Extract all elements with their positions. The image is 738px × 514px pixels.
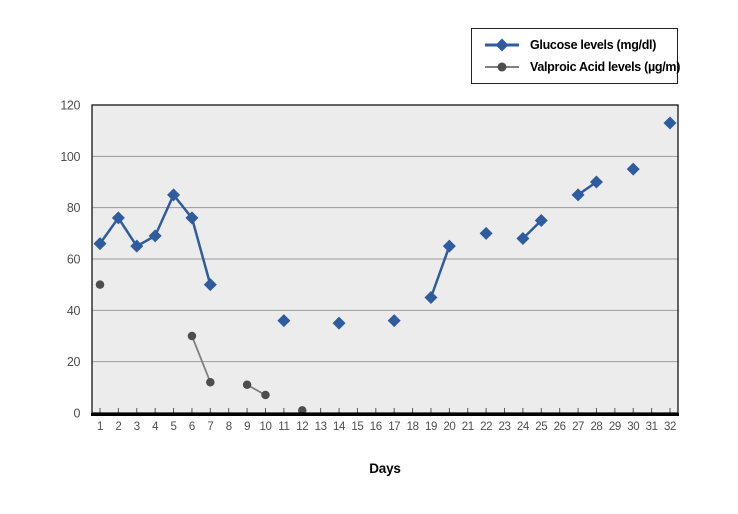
svg-text:25: 25	[535, 421, 547, 433]
svg-text:11: 11	[278, 421, 289, 433]
svg-text:14: 14	[333, 421, 346, 433]
svg-text:100: 100	[60, 150, 80, 164]
svg-text:19: 19	[425, 421, 437, 433]
x-axis-title: Days	[369, 461, 401, 476]
svg-text:10: 10	[259, 421, 271, 433]
svg-text:0: 0	[73, 407, 80, 421]
svg-text:32: 32	[664, 421, 676, 433]
legend-item-valproic-acid: Valproic Acid levels (µg/m)	[484, 60, 681, 75]
svg-text:13: 13	[315, 421, 327, 433]
svg-text:20: 20	[67, 355, 81, 369]
svg-text:24: 24	[517, 421, 530, 433]
svg-text:5: 5	[171, 421, 177, 433]
svg-text:2: 2	[115, 421, 121, 433]
svg-text:27: 27	[572, 421, 584, 433]
legend-label-glucose: Glucose levels (mg/dl)	[530, 37, 657, 52]
svg-text:6: 6	[189, 421, 195, 433]
svg-text:7: 7	[207, 421, 213, 433]
svg-text:15: 15	[351, 421, 363, 433]
svg-text:9: 9	[244, 421, 250, 433]
svg-text:22: 22	[480, 421, 492, 433]
svg-text:29: 29	[609, 421, 621, 433]
svg-text:120: 120	[60, 99, 80, 113]
legend-item-glucose: Glucose levels (mg/dl)	[484, 38, 677, 52]
svg-text:12: 12	[296, 421, 308, 433]
valproic-acid-series-marker-icon	[484, 60, 520, 74]
svg-text:80: 80	[67, 201, 81, 215]
svg-text:17: 17	[388, 421, 400, 433]
svg-text:1: 1	[97, 421, 103, 433]
glucose-series-marker-icon	[484, 38, 520, 52]
svg-text:23: 23	[499, 421, 511, 433]
svg-text:16: 16	[370, 421, 382, 433]
svg-text:18: 18	[407, 421, 419, 433]
legend: Glucose levels (mg/dl) Valproic Acid lev…	[471, 28, 681, 84]
svg-text:31: 31	[646, 421, 658, 433]
svg-text:8: 8	[226, 421, 232, 433]
legend-label-valproic-acid: Valproic Acid levels (µg/m)	[530, 60, 681, 75]
svg-text:3: 3	[134, 421, 140, 433]
svg-text:30: 30	[627, 421, 639, 433]
svg-text:28: 28	[590, 421, 602, 433]
svg-text:21: 21	[462, 421, 474, 433]
svg-text:40: 40	[67, 304, 81, 318]
svg-text:26: 26	[554, 421, 566, 433]
svg-text:4: 4	[152, 421, 159, 433]
svg-text:20: 20	[443, 421, 455, 433]
svg-text:60: 60	[67, 253, 81, 267]
